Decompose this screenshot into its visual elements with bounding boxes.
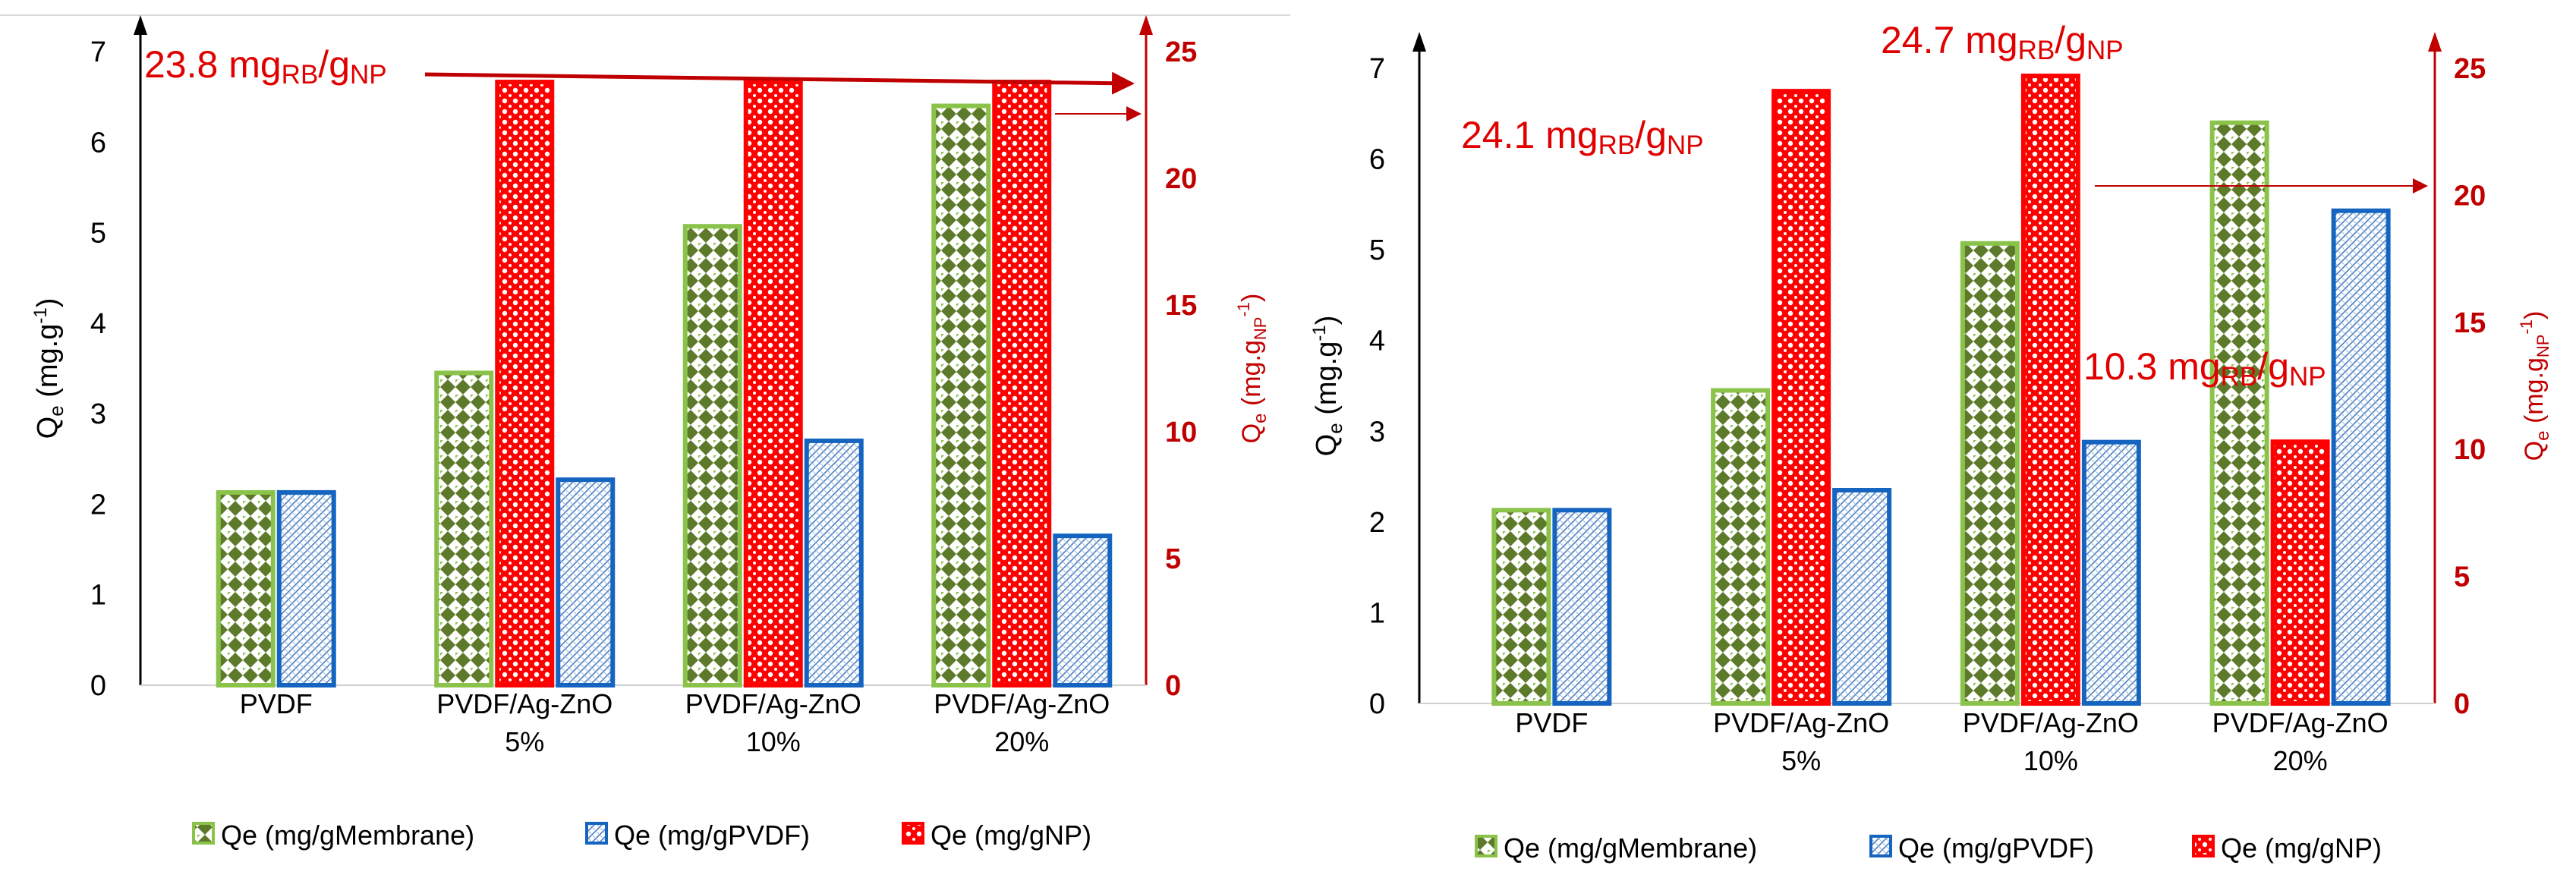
x-tick-label: 20% <box>994 726 1049 757</box>
legend-swatch <box>2192 835 2215 857</box>
annotation-arrow-main <box>424 71 1135 95</box>
y-left-tick-label: 5 <box>1369 234 1385 266</box>
y-left-tick-label: 0 <box>90 670 106 702</box>
legend-swatch <box>1475 835 1497 857</box>
bar-membrane <box>216 489 276 688</box>
x-tick-label: 5% <box>505 726 544 757</box>
y-left-tick-label: 7 <box>1369 53 1385 85</box>
bar-pvdf <box>556 477 616 687</box>
bar-membrane <box>682 224 742 687</box>
y-axis-left-label: Qe (mg.g-1) <box>30 298 68 439</box>
legend-label: Qe (mg/gPVDF) <box>614 820 810 851</box>
y-right-tick-label: 5 <box>2454 562 2470 593</box>
x-tick-label: PVDF/Ag-ZnO <box>1963 707 2139 738</box>
legend-label: Qe (mg/gMembrane) <box>1504 832 1757 864</box>
x-tick-label: 10% <box>2023 745 2078 776</box>
y-right-tick-label: 10 <box>1165 417 1197 448</box>
bar-membrane <box>434 370 494 687</box>
chart-panel-left: 0 1 2 3 4 5 6 7 0 5 10 15 20 25 Qe (mg.g-1) Qe (mg.gNP-… <box>30 15 1271 851</box>
x-tick-label: PVDF <box>1515 707 1588 738</box>
bar-membrane <box>1491 508 1551 706</box>
annotation-right-24.7: 24.7 mgRB/gNP <box>1881 19 2124 65</box>
legend-swatch <box>902 822 924 845</box>
bar-membrane <box>1960 241 2020 706</box>
y-right-tick-label: 10 <box>2454 434 2486 466</box>
x-tick-label: PVDF/Ag-ZnO <box>436 688 613 719</box>
x-tick-label: PVDF/Ag-ZnO <box>934 688 1110 719</box>
bar-pvdf <box>804 438 864 688</box>
bar-np <box>2270 439 2330 706</box>
annotation-right-10.3: 10.3 mgRB/gNP <box>2083 345 2326 392</box>
y-axis-left-label: Qe (mg.g-1) <box>1309 316 1346 457</box>
y-right-tick-label: 20 <box>2454 180 2486 212</box>
x-tick-label: PVDF <box>240 688 313 719</box>
y-left-tick-label: 6 <box>90 127 106 159</box>
bar-np <box>1771 89 1831 706</box>
y-axis-right-label: Qe (mg.gNP-1) <box>1234 294 1271 444</box>
y-axis-left-arrowhead <box>1412 32 1426 52</box>
y-left-tick-label: 1 <box>1369 597 1385 629</box>
x-tick-label: PVDF/Ag-ZnO <box>2212 707 2389 738</box>
x-tick-label: 10% <box>746 726 801 757</box>
bar-pvdf <box>276 489 336 688</box>
y-right-tick-label: 20 <box>1165 163 1197 195</box>
x-tick-label: 20% <box>2273 745 2328 776</box>
y-left-tick-label: 2 <box>90 489 106 521</box>
x-tick-label: PVDF/Ag-ZnO <box>685 688 861 719</box>
bar-np <box>2020 74 2080 706</box>
legend: Qe (mg/gMembrane) Qe (mg/gPVDF) Qe (mg/gNP… <box>192 820 1091 851</box>
y-axis-left-arrowhead <box>134 15 147 35</box>
y-left-tick-label: 4 <box>90 308 106 340</box>
y-left-tick-label: 1 <box>90 580 106 612</box>
y-right-tick-label: 5 <box>1165 543 1181 575</box>
bar-membrane <box>1711 388 1771 706</box>
bar-pvdf <box>2081 439 2141 706</box>
y-left-tick-label: 2 <box>1369 507 1385 539</box>
y-left-tick-label: 5 <box>90 218 106 250</box>
y-left-tick-label: 4 <box>1369 326 1385 357</box>
y-axis-right-arrowhead <box>2428 32 2442 52</box>
y-axis-right-label: Qe (mg.gNP-1) <box>2517 311 2553 461</box>
x-tick-label: PVDF/Ag-ZnO <box>1713 707 1889 738</box>
y-right-tick-label: 25 <box>1165 36 1197 68</box>
y-right-tick-label: 25 <box>2454 53 2486 85</box>
y-right-tick-label: 0 <box>1165 670 1181 702</box>
legend-swatch <box>192 822 215 845</box>
bar-np <box>495 80 555 687</box>
legend-label: Qe (mg/gNP) <box>931 820 1091 851</box>
legend-swatch <box>585 822 608 845</box>
bar-pvdf <box>1832 488 1892 706</box>
bar-pvdf <box>2331 208 2391 706</box>
y-right-tick-label: 15 <box>1165 290 1197 322</box>
y-left-tick-label: 3 <box>90 398 106 430</box>
x-tick-label: 5% <box>1781 745 1821 776</box>
bar-membrane <box>2209 120 2269 706</box>
legend-label: Qe (mg/gPVDF) <box>1898 832 2094 864</box>
annotation-right-24.1: 24.1 mgRB/gNP <box>1461 114 1704 160</box>
legend-label: Qe (mg/gNP) <box>2221 832 2382 864</box>
y-axis-right-arrowhead <box>1139 15 1153 35</box>
legend-swatch <box>1869 835 1892 857</box>
bar-np <box>743 80 803 687</box>
y-left-tick-label: 7 <box>90 36 106 68</box>
legend: Qe (mg/gMembrane) Qe (mg/gPVDF) Qe (mg/gNP… <box>1475 832 2382 864</box>
bar-pvdf <box>1053 533 1113 688</box>
chart-panel-right: 0 1 2 3 4 5 6 7 0 5 10 15 20 25 Qe (mg.g-1) Qe (mg.gNP-… <box>1309 19 2553 864</box>
y-right-tick-label: 0 <box>2454 688 2470 720</box>
y-left-tick-label: 6 <box>1369 144 1385 176</box>
y-left-tick-label: 3 <box>1369 416 1385 448</box>
y-right-tick-label: 15 <box>2454 307 2486 339</box>
bar-pvdf <box>1552 508 1612 706</box>
bar-membrane <box>931 103 991 688</box>
legend-label: Qe (mg/gMembrane) <box>221 820 474 851</box>
annotation-left-23.8: 23.8 mgRB/gNP <box>144 43 387 90</box>
y-left-tick-label: 0 <box>1369 688 1385 720</box>
bar-np <box>992 80 1052 687</box>
